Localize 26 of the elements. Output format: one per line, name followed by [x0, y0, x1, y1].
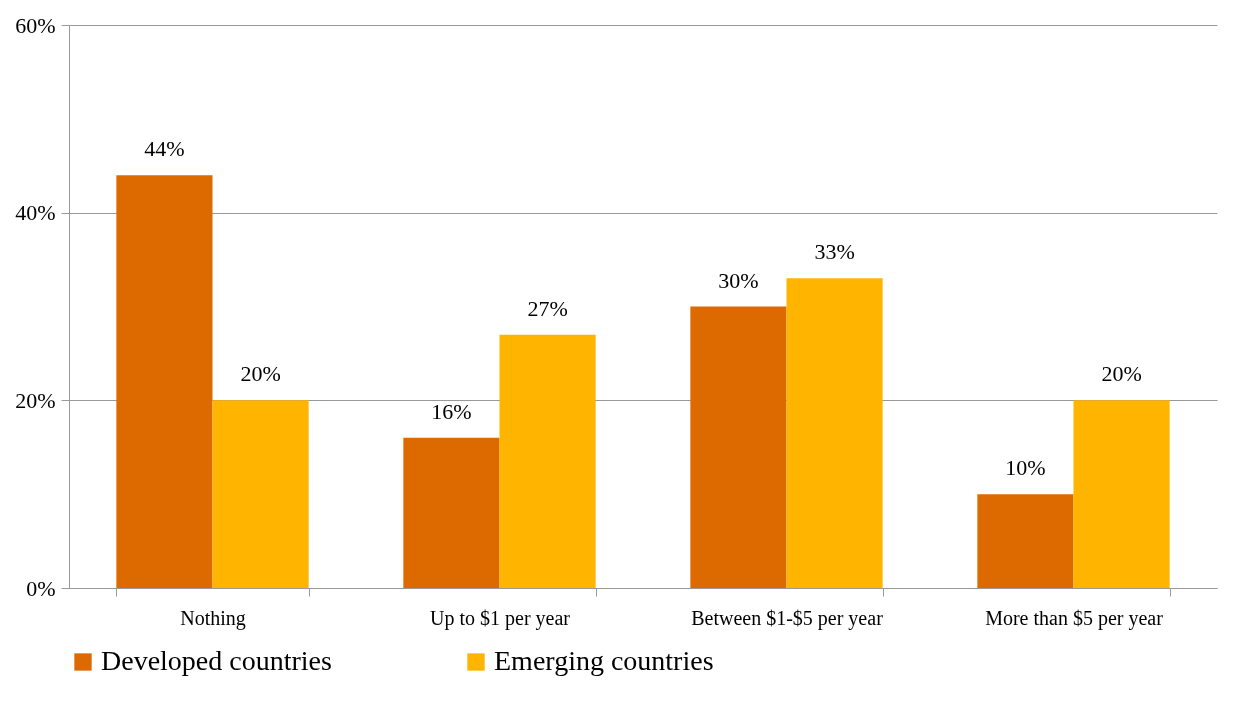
data-label: 44%: [144, 136, 185, 162]
bar: [690, 306, 787, 588]
data-label: 20%: [240, 361, 281, 387]
y-tick-label: 20%: [15, 387, 56, 413]
bar: [403, 437, 500, 588]
x-tick-label: Up to $1 per year: [430, 606, 571, 630]
y-tick-label: 40%: [15, 200, 56, 226]
bar: [116, 175, 213, 588]
data-label: 30%: [718, 267, 759, 293]
y-tick-label: 0%: [26, 575, 56, 601]
data-label: 33%: [814, 239, 855, 265]
bar: [977, 494, 1074, 588]
x-tick-label: Nothing: [180, 606, 246, 630]
y-tick-label: 60%: [15, 12, 56, 38]
x-tick-label: More than $5 per year: [985, 606, 1164, 630]
bar: [786, 278, 883, 588]
data-label: 27%: [527, 295, 568, 321]
x-tick-label: Between $1-$5 per year: [691, 606, 884, 630]
bar: [499, 334, 596, 588]
data-label: 20%: [1101, 361, 1142, 387]
data-label: 16%: [431, 398, 472, 424]
legend-label: Emerging countries: [494, 645, 714, 676]
bar: [1073, 400, 1170, 588]
bar: [212, 400, 309, 588]
data-label: 10%: [1005, 455, 1046, 481]
legend-label: Developed countries: [101, 645, 332, 676]
